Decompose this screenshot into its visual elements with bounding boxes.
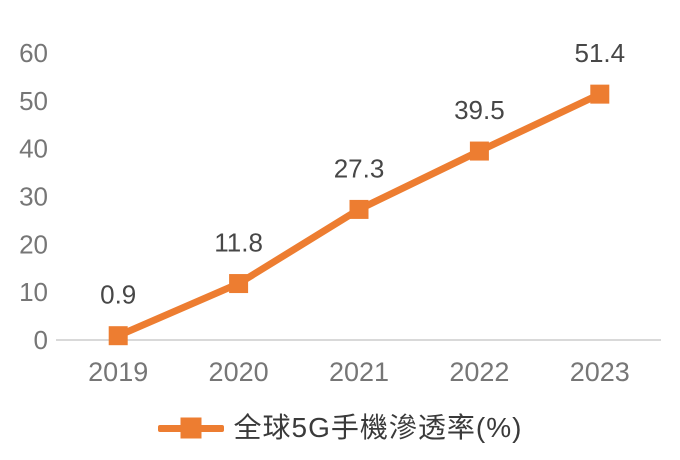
data-point-label: 39.5 [454, 95, 505, 125]
y-axis-tick-label: 10 [19, 277, 48, 307]
y-axis-tick-label: 60 [19, 38, 48, 68]
data-point-label: 27.3 [334, 153, 385, 183]
y-axis-tick-label: 50 [19, 86, 48, 116]
data-point-marker [349, 199, 369, 219]
data-point-marker [590, 84, 610, 104]
y-axis-tick-label: 30 [19, 182, 48, 212]
x-axis-tick-label: 2019 [88, 357, 148, 387]
data-point-marker [108, 326, 128, 346]
x-axis-tick-label: 2022 [449, 357, 509, 387]
line-chart-plot-area: 0 10 20 30 40 50 60 2019 2020 2021 2022 2023 0.9 11.8… [19, 38, 661, 387]
legend: 全球5G手機滲透率(%) [0, 406, 680, 450]
legend-square-marker-icon [180, 417, 202, 439]
x-axis-tick-label: 2023 [570, 357, 630, 387]
data-point-marker [469, 141, 489, 161]
legend-line-marker-icon [157, 417, 224, 439]
legend-series-label: 全球5G手機滲透率(%) [233, 411, 523, 443]
y-axis-tick-label: 20 [19, 229, 48, 259]
data-point-label: 0.9 [100, 280, 136, 310]
x-axis-tick-label: 2021 [329, 357, 389, 387]
y-axis-tick-label: 40 [19, 134, 48, 164]
x-axis-tick-label: 2020 [209, 357, 269, 387]
y-axis-tick-label: 0 [34, 325, 48, 355]
data-point-label: 11.8 [214, 228, 263, 258]
data-point-label: 51.4 [574, 38, 625, 68]
data-point-marker [229, 274, 249, 294]
